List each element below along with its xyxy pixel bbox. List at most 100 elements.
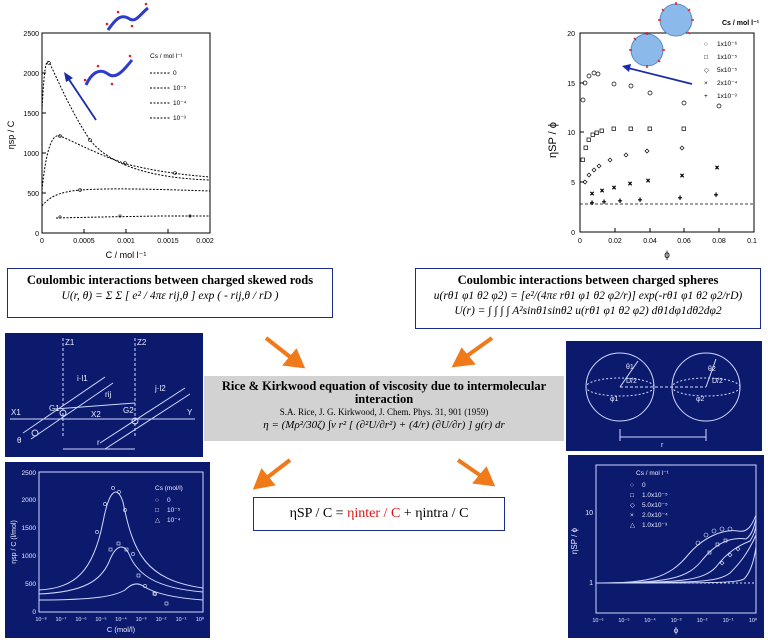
x-tick: 0.08 [712, 238, 726, 245]
y-tick: 15 [567, 81, 575, 88]
y-tick: 10 [585, 510, 593, 517]
x-tick: 0.04 [643, 238, 657, 245]
svg-text:×: × [715, 165, 719, 172]
axis-label: X2 [91, 410, 101, 419]
x-axis-label: C (mol/l) [107, 625, 136, 634]
distance-label: r [661, 442, 664, 449]
spheres-calc-panel: 1 10 10⁻⁶ 10⁻⁵ 10⁻⁴ 10⁻³ 10⁻² 10⁻¹ 10⁰ ϕ… [568, 455, 764, 638]
svg-text:×: × [612, 185, 616, 192]
x-tick: 10⁻³ [671, 618, 682, 624]
svg-text:+: + [590, 200, 594, 207]
legend-marker: □ [704, 54, 708, 61]
spheres-calc-chart: 1 10 10⁻⁶ 10⁻⁵ 10⁻⁴ 10⁻³ 10⁻² 10⁻¹ 10⁰ ϕ… [570, 464, 758, 635]
spheres-box-title: Coulombic interactions between charged s… [457, 273, 719, 287]
x-tick: 10⁻¹ [176, 617, 187, 623]
curve-cs-1e-5 [41, 135, 211, 191]
y-tick: 0 [32, 609, 36, 616]
legend-title: Cs / mol l⁻¹ [150, 53, 184, 60]
svg-text:×: × [628, 181, 632, 188]
legend-item: 5.0x10⁻⁵ [642, 502, 668, 509]
svg-text:+: + [638, 197, 642, 204]
svg-text:×: × [646, 178, 650, 185]
legend-marker: + [704, 93, 708, 100]
legend-marker: × [704, 80, 708, 87]
arrow-spheres-to-rk [462, 336, 494, 360]
y-axis-label: ηsp / C [6, 120, 16, 149]
svg-text:×: × [600, 188, 604, 195]
rods-box-title: Coulombic interactions between charged s… [26, 273, 314, 287]
point-label: G2 [123, 406, 134, 415]
rice-kirkwood-equation: η = (Mρ²/30ζ) ∫v r² [ (∂²U/∂r²) + (4/r) … [263, 419, 505, 431]
y-tick: 2000 [22, 497, 37, 504]
axis-label: Z1 [65, 338, 75, 347]
legend-title: Cs (mol/l) [155, 485, 183, 492]
x-tick: 10⁰ [749, 617, 758, 624]
x-tick: 10⁻⁵ [95, 616, 106, 623]
rods-calc-panel: 0 500 1000 1500 2000 2500 10⁻⁸ 10⁻⁷ 10⁻⁶… [5, 462, 210, 638]
curve-cs-1e-3 [55, 215, 210, 219]
angle-label: θ2 [708, 366, 716, 373]
x-tick: 10⁰ [196, 616, 205, 623]
x-tick: 10⁻⁸ [35, 616, 46, 623]
legend-marker: □ [155, 507, 159, 514]
sum-inter-term: ηinter / C [347, 506, 401, 521]
trend-arrow [627, 67, 693, 85]
y-tick: 1000 [23, 151, 39, 158]
x-tick: 0.001 [117, 238, 135, 245]
y-tick: 10 [567, 130, 575, 137]
rods-viscosity-chart: 0 500 1000 1500 2000 2500 0 0.0005 0.001… [6, 2, 214, 260]
angle-label: φ1 [610, 396, 619, 403]
x-tick: 0.02 [608, 238, 622, 245]
legend-item: 10⁻⁵ [173, 85, 187, 92]
arrow-rods-to-rk [264, 336, 296, 362]
charged-rod-illustration [83, 2, 149, 86]
arrow-rk-to-rods-calc [262, 458, 292, 482]
trend-arrow [67, 77, 97, 121]
axis-label: Z2 [137, 338, 147, 347]
x-tick: 10⁻³ [136, 617, 147, 623]
legend-item: 5x10⁻⁵ [717, 67, 738, 74]
legend-marker: △ [155, 517, 161, 524]
x-tick: 10⁻² [156, 617, 167, 623]
radius-label: D/2 [712, 378, 723, 385]
angle-label: θ1 [626, 364, 634, 371]
legend-marker: △ [630, 522, 636, 529]
y-tick: 1000 [22, 553, 37, 560]
spheres-interaction-box: Coulombic interactions between charged s… [415, 268, 761, 329]
svg-text:+: + [678, 195, 682, 202]
x-axis-label: C / mol l⁻¹ [106, 250, 147, 260]
spheres-pair-potential-equation: u(rθ1 φ1 θ2 φ2) = [e²/(4πε rθ1 φ1 θ2 φ2/… [433, 290, 743, 302]
x-tick: 10⁻⁷ [55, 616, 66, 623]
arrow-head [282, 348, 306, 369]
rods-calc-chart: 0 500 1000 1500 2000 2500 10⁻⁸ 10⁻⁷ 10⁻⁶… [11, 470, 205, 634]
legend-item: 1x10⁻⁵ [717, 54, 738, 61]
x-axis-label: ϕ [664, 250, 670, 261]
legend-item: 0 [642, 482, 646, 489]
legend-marker: × [630, 512, 634, 519]
rod-geometry-diagram: Z1 Z2 X1 X2 Y G1 G2 θ rij i·l1 j·l2 r [10, 338, 195, 450]
y-tick: 500 [25, 581, 36, 588]
viscosity-sum-equation: ηSP / C = ηinter / C + ηintra / C [253, 497, 505, 531]
y-axis-label: ηSP / ϕ [547, 122, 559, 158]
legend-item: 10⁻⁴ [167, 517, 181, 524]
point-label: G1 [49, 404, 60, 413]
legend-marker: □ [630, 492, 634, 499]
legend-title: Cs / mol l⁻¹ [636, 470, 670, 477]
rice-kirkwood-box: Rice & Kirkwood equation of viscosity du… [204, 376, 564, 441]
legend-item: 10⁻³ [173, 115, 187, 122]
legend-item: 0 [167, 497, 171, 504]
x-tick: 10⁻⁶ [592, 617, 603, 624]
legend-title: Cs / mol l⁻¹ [722, 20, 760, 27]
legend-item: 2x10⁻⁴ [717, 80, 738, 87]
rod-geometry-panel: Z1 Z2 X1 X2 Y G1 G2 θ rij i·l1 j·l2 r [5, 333, 203, 457]
axis-label: X1 [11, 408, 21, 417]
legend-item: 10⁻⁴ [173, 100, 187, 107]
y-tick: 500 [27, 191, 39, 198]
distance-label: r [97, 438, 100, 447]
rods-interaction-box: Coulombic interactions between charged s… [7, 268, 333, 318]
legend-marker: ○ [630, 482, 634, 489]
segment-label: j·l2 [154, 384, 166, 393]
svg-text:+: + [714, 192, 718, 199]
x-tick: 0.0015 [157, 238, 179, 245]
x-tick: 10⁻⁴ [115, 616, 127, 623]
